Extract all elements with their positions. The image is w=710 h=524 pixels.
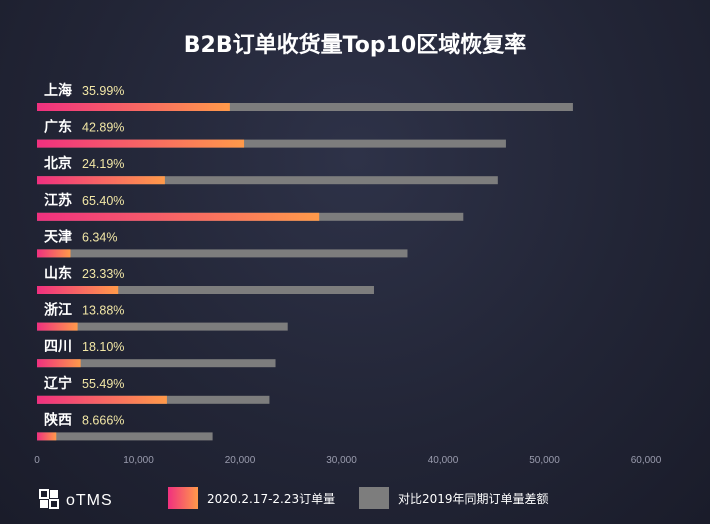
legend-label-diff: 对比2019年同期订单量差额 [398, 492, 549, 506]
brand-logo: oTMS [39, 489, 113, 509]
brand-name: oTMS [66, 492, 113, 509]
bar-diff-2019 [37, 359, 276, 368]
chart-title: B2B订单收货量Top10区域恢复率 [184, 32, 526, 58]
bar-diff-2019 [37, 322, 288, 331]
bar-row: 浙江 13.88% [37, 302, 288, 331]
bar-orders-2020 [37, 359, 81, 368]
bar-row: 山东 23.33% [37, 265, 374, 294]
x-tick-label: 10,000 [123, 455, 154, 466]
bar-row: 北京 24.19% [37, 155, 498, 185]
bar-row: 陕西 8.666% [37, 411, 213, 441]
bar-diff-2019 [37, 249, 408, 258]
recovery-rate-label: 6.34% [82, 230, 117, 244]
bar-diff-2019 [37, 432, 213, 441]
x-tick-label: 50,000 [529, 455, 560, 466]
bar-diff-2019 [37, 103, 573, 111]
region-label: 江苏 [44, 192, 72, 209]
bars-group: 上海 35.99% 广东 42.89% 北京 24.19% 江苏 65.40% 天津 6.34% 山… [37, 82, 573, 441]
region-label: 山东 [44, 265, 72, 282]
legend-label-orders: 2020.2.17-2.23订单量 [207, 492, 335, 506]
bar-orders-2020 [37, 249, 71, 258]
bar-orders-2020 [37, 212, 320, 221]
region-label: 辽宁 [44, 375, 72, 392]
bar-orders-2020 [37, 395, 167, 404]
recovery-rate-label: 65.40% [82, 194, 124, 208]
legend-swatch-orders [168, 487, 198, 509]
bar-orders-2020 [37, 286, 119, 294]
otms-logo-icon [39, 489, 59, 509]
x-tick-label: 30,000 [326, 455, 357, 466]
region-label: 上海 [44, 82, 72, 99]
bar-orders-2020 [37, 322, 78, 331]
bar-orders-2020 [37, 432, 57, 441]
bar-diff-2019 [37, 286, 374, 294]
region-label: 天津 [44, 228, 72, 245]
region-label: 浙江 [44, 302, 72, 319]
bar-row: 江苏 65.40% [37, 192, 464, 221]
recovery-rate-label: 24.19% [82, 157, 124, 171]
recovery-rate-label: 23.33% [82, 267, 124, 281]
x-tick-label: 0 [34, 455, 40, 466]
bar-orders-2020 [37, 176, 165, 185]
recovery-rate-label: 18.10% [82, 340, 124, 354]
bar-row: 广东 42.89% [37, 119, 506, 148]
x-axis-ticks: 0 10,000 20,000 30,000 40,000 50,000 60,000 [34, 455, 662, 466]
legend-swatch-diff [359, 487, 389, 509]
region-label: 北京 [44, 155, 72, 172]
x-tick-label: 40,000 [428, 455, 459, 466]
legend: 2020.2.17-2.23订单量 对比2019年同期订单量差额 [168, 487, 549, 509]
region-label: 陕西 [44, 411, 72, 428]
bar-row: 四川 18.10% [37, 339, 276, 368]
recovery-rate-label: 42.89% [82, 121, 124, 135]
x-tick-label: 20,000 [225, 455, 256, 466]
bar-diff-2019 [37, 176, 498, 185]
bar-row: 天津 6.34% [37, 228, 408, 258]
x-tick-label: 60,000 [631, 455, 662, 466]
recovery-rate-label: 35.99% [82, 84, 124, 98]
region-label: 四川 [44, 339, 72, 355]
bar-row: 上海 35.99% [37, 82, 573, 111]
recovery-rate-label: 13.88% [82, 304, 124, 318]
bar-diff-2019 [37, 139, 506, 148]
bar-orders-2020 [37, 139, 245, 148]
recovery-rate-label: 8.666% [82, 413, 124, 427]
bar-row: 辽宁 55.49% [37, 375, 270, 404]
bar-orders-2020 [37, 103, 230, 111]
recovery-rate-label: 55.49% [82, 377, 124, 391]
region-label: 广东 [44, 119, 72, 136]
